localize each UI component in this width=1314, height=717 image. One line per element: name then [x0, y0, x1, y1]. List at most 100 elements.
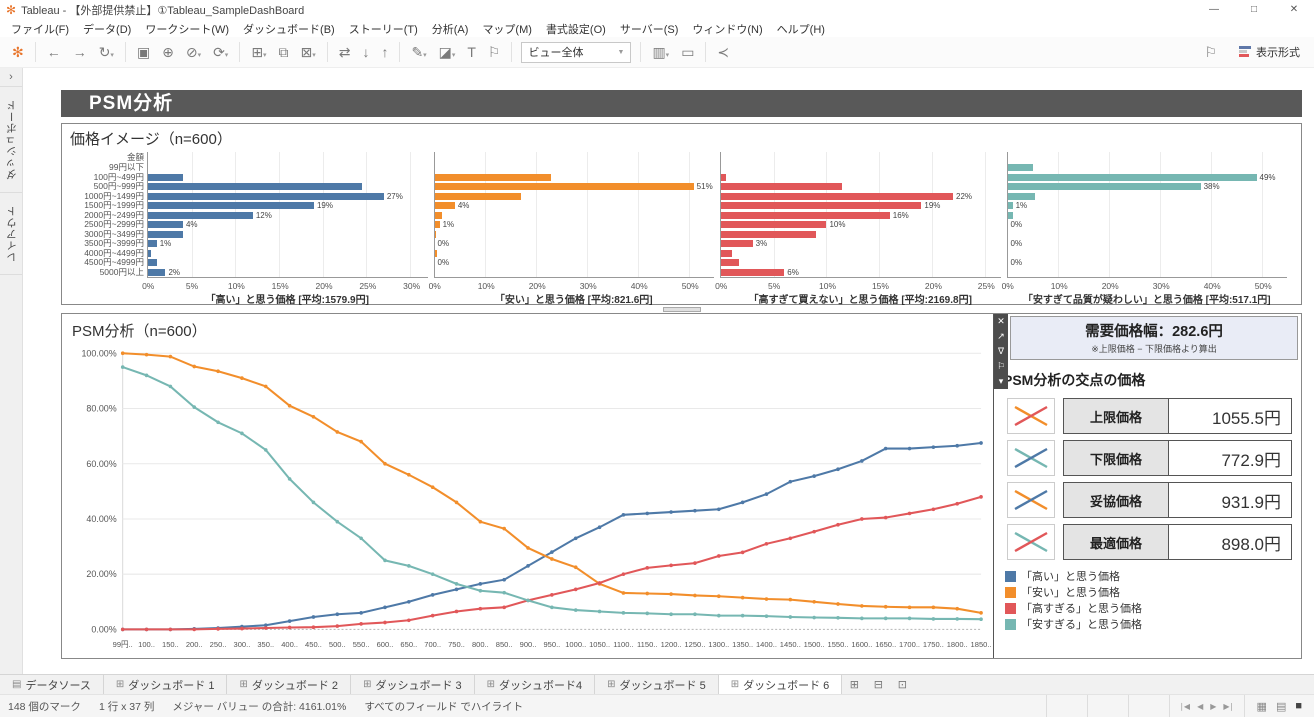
- bar-mark[interactable]: [1007, 192, 1036, 200]
- bar-mark[interactable]: [434, 173, 552, 181]
- presentation-mode-icon[interactable]: ▭: [681, 43, 695, 60]
- new-data-source-icon[interactable]: ⊕: [162, 43, 174, 60]
- new-story-tab-button[interactable]: ⊡: [897, 679, 907, 691]
- expand-pane-chevron-icon[interactable]: ›: [0, 68, 22, 87]
- layout-splitter[interactable]: [61, 305, 1302, 313]
- menu-item-9[interactable]: ウィンドウ(N): [692, 23, 763, 36]
- bar-mark[interactable]: [721, 240, 753, 248]
- sheet-tab-0[interactable]: ▤ データソース: [0, 675, 104, 694]
- sheet-tab-3[interactable]: ⊞ ダッシュボード 3: [351, 675, 475, 694]
- legend-item[interactable]: 「安すぎる」と思う価格: [1005, 616, 1298, 632]
- bar-mark[interactable]: [1007, 183, 1201, 191]
- more-options-icon[interactable]: ▾: [998, 376, 1004, 386]
- bar-mark[interactable]: [148, 240, 157, 248]
- sheet-tab-1[interactable]: ⊞ ダッシュボード 1: [104, 675, 228, 694]
- new-worksheet-tab-button[interactable]: ⊞: [849, 679, 859, 691]
- show-mark-labels-icon[interactable]: ✎ ▾: [411, 43, 427, 60]
- save-icon[interactable]: ▣: [136, 43, 151, 60]
- pin-icon[interactable]: ⚐: [996, 361, 1006, 371]
- bar-mark[interactable]: [148, 268, 166, 276]
- refresh-data-icon[interactable]: ⟳ ▾: [213, 43, 229, 60]
- bar-mark[interactable]: [434, 183, 694, 191]
- filmstrip-view-icon[interactable]: ▤: [1275, 700, 1287, 713]
- swap-rows-columns-icon[interactable]: ⇄: [338, 43, 351, 60]
- pause-auto-updates-icon[interactable]: ⊘ ▾: [185, 43, 202, 60]
- legend-item[interactable]: 「安い」と思う価格: [1005, 584, 1298, 600]
- bar-mark[interactable]: [148, 230, 183, 238]
- bar-mark[interactable]: [148, 259, 157, 267]
- fullscreen-icon[interactable]: ■: [1295, 700, 1302, 712]
- go-to-sheet-icon[interactable]: ↗: [997, 331, 1005, 341]
- bar-mark[interactable]: [434, 202, 455, 210]
- bar-mark[interactable]: [721, 259, 739, 267]
- legend-item[interactable]: 「高い」と思う価格: [1005, 568, 1298, 584]
- menu-item-6[interactable]: マップ(M): [482, 23, 532, 36]
- tableau-logo-icon[interactable]: ✻: [12, 43, 24, 60]
- menu-item-2[interactable]: ワークシート(W): [145, 23, 230, 36]
- bar-mark[interactable]: [434, 192, 521, 200]
- show-me-button[interactable]: 表示形式: [1239, 44, 1300, 60]
- forward-icon[interactable]: →: [72, 44, 87, 60]
- fit-selector[interactable]: ビュー全体 ▼: [521, 41, 632, 63]
- bar-mark[interactable]: [148, 211, 253, 219]
- new-worksheet-icon[interactable]: ⊞ ▾: [251, 43, 267, 60]
- bar-mark[interactable]: [148, 183, 362, 191]
- previous-sheet-icon[interactable]: ◀: [1197, 701, 1204, 711]
- sort-descending-icon[interactable]: ↑: [381, 44, 389, 60]
- back-icon[interactable]: ←: [46, 44, 61, 60]
- bar-mark[interactable]: [721, 173, 727, 181]
- bar-mark[interactable]: [148, 202, 314, 210]
- bar-mark[interactable]: [148, 173, 183, 181]
- minimize-button[interactable]: —: [1209, 4, 1219, 15]
- sheet-tab-4[interactable]: ⊞ ダッシュボード4: [475, 675, 596, 694]
- bar-mark[interactable]: [434, 221, 440, 229]
- bar-mark[interactable]: [1007, 164, 1033, 172]
- sheet-tab-5[interactable]: ⊞ ダッシュボード 5: [595, 675, 719, 694]
- bar-mark[interactable]: [721, 192, 954, 200]
- bar-mark[interactable]: [1007, 173, 1257, 181]
- bar-mark[interactable]: [721, 221, 827, 229]
- sort-ascending-icon[interactable]: ↓: [362, 44, 370, 60]
- tab-layout[interactable]: レイアウト: [0, 193, 22, 275]
- menu-item-10[interactable]: ヘルプ(H): [776, 23, 825, 36]
- bar-mark[interactable]: [721, 249, 732, 257]
- show-hide-cards-icon[interactable]: ▥ ▾: [652, 43, 670, 60]
- grid-view-icon[interactable]: ▦: [1256, 700, 1267, 713]
- menu-item-3[interactable]: ダッシュボード(B): [243, 23, 335, 36]
- menu-item-7[interactable]: 書式設定(O): [545, 23, 606, 36]
- share-icon[interactable]: ≺: [717, 43, 730, 60]
- bar-mark[interactable]: [434, 249, 437, 257]
- bar-mark[interactable]: [1007, 202, 1013, 210]
- show-text-icon[interactable]: T: [467, 44, 476, 60]
- bar-mark[interactable]: [1007, 211, 1013, 219]
- menu-item-0[interactable]: ファイル(F): [11, 23, 70, 36]
- bar-mark[interactable]: [434, 211, 443, 219]
- last-sheet-icon[interactable]: ▶∣: [1223, 701, 1234, 711]
- bar-mark[interactable]: [148, 192, 384, 200]
- bar-mark[interactable]: [721, 202, 922, 210]
- new-dashboard-tab-button[interactable]: ⊟: [873, 679, 883, 691]
- menu-item-4[interactable]: ストーリー(T): [348, 23, 418, 36]
- close-button[interactable]: ✕: [1289, 4, 1299, 15]
- menu-item-8[interactable]: サーバー(S): [619, 23, 679, 36]
- splitter-grip[interactable]: [662, 307, 701, 312]
- bar-mark[interactable]: [148, 249, 151, 257]
- bar-mark[interactable]: [721, 268, 785, 276]
- menu-item-1[interactable]: データ(D): [83, 23, 132, 36]
- bar-mark[interactable]: [721, 211, 890, 219]
- legend-item[interactable]: 「高すぎる」と思う価格: [1005, 600, 1298, 616]
- menu-item-5[interactable]: 分析(A): [431, 23, 469, 36]
- bar-mark[interactable]: [721, 230, 816, 238]
- filter-icon[interactable]: ∇: [997, 346, 1005, 356]
- close-panel-icon[interactable]: ✕: [997, 316, 1005, 326]
- psm-line-chart[interactable]: 0.00% 20.00% 40.00% 60.00% 80.00% 100.00% 99円.…: [68, 341, 993, 656]
- tab-dashboard[interactable]: ダッシュボード: [0, 87, 22, 193]
- first-sheet-icon[interactable]: ∣◀: [1179, 701, 1191, 711]
- fix-axes-icon[interactable]: ⚐: [487, 43, 501, 60]
- format-icon[interactable]: ◪ ▾: [438, 43, 456, 60]
- next-sheet-icon[interactable]: ▶: [1210, 701, 1217, 711]
- bar-mark[interactable]: [148, 221, 183, 229]
- worksheet-pane-icon[interactable]: ⚐: [1204, 43, 1217, 60]
- bar-mark[interactable]: [721, 183, 843, 191]
- maximize-button[interactable]: □: [1250, 4, 1258, 15]
